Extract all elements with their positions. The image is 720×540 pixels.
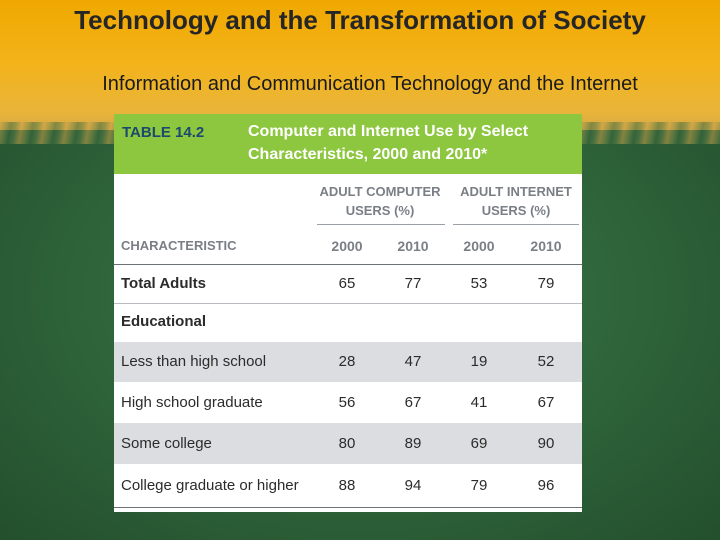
table-cell: 65 bbox=[338, 275, 356, 292]
table-cell: 56 bbox=[338, 394, 356, 411]
data-table: TABLE 14.2 Computer and Internet Use by … bbox=[114, 114, 582, 512]
table-cell: 96 bbox=[537, 477, 555, 494]
slide-title: Technology and the Transformation of Soc… bbox=[74, 5, 646, 35]
table-cell: 41 bbox=[470, 394, 488, 411]
row-label: Total Adults bbox=[121, 275, 206, 292]
table-cell: 19 bbox=[470, 353, 488, 370]
column-group-header-internet: ADULT INTERNET USERS (%) bbox=[460, 184, 572, 218]
table-header-band: TABLE 14.2 Computer and Internet Use by … bbox=[114, 114, 582, 174]
year-header: 2010 bbox=[530, 238, 562, 254]
table-cell: 79 bbox=[470, 477, 488, 494]
table-cell: 47 bbox=[404, 353, 422, 370]
row-label: Less than high school bbox=[121, 353, 267, 370]
table-cell: 67 bbox=[404, 394, 422, 411]
table-row: Less than high school 28 47 19 52 bbox=[114, 342, 582, 382]
characteristic-header: CHARACTERISTIC bbox=[121, 238, 237, 253]
table-row: Some college 80 89 69 90 bbox=[114, 423, 582, 464]
row-divider bbox=[114, 303, 582, 304]
table-number: TABLE 14.2 bbox=[122, 124, 205, 141]
table-cell: 52 bbox=[537, 353, 555, 370]
table-row: College graduate or higher 88 94 79 96 bbox=[114, 464, 582, 506]
row-label: College graduate or higher bbox=[121, 477, 299, 494]
section-label: Educational bbox=[121, 313, 207, 330]
year-header: 2010 bbox=[397, 238, 429, 254]
slide-subtitle: Information and Communication Technology… bbox=[102, 73, 638, 95]
table-cell: 53 bbox=[470, 275, 488, 292]
table-cell: 28 bbox=[338, 353, 356, 370]
table-row-section: Educational bbox=[114, 304, 582, 342]
row-label: High school graduate bbox=[121, 394, 263, 411]
table-cell: 90 bbox=[537, 435, 555, 452]
group-underline-internet bbox=[453, 224, 579, 225]
row-label: Some college bbox=[121, 435, 212, 452]
year-header: 2000 bbox=[463, 238, 495, 254]
table-cell: 77 bbox=[404, 275, 422, 292]
table-cell: 67 bbox=[537, 394, 555, 411]
table-row: Total Adults 65 77 53 79 bbox=[114, 265, 582, 303]
table-cell: 88 bbox=[338, 477, 356, 494]
header-rule bbox=[114, 264, 582, 265]
table-bottom-rule bbox=[114, 507, 582, 508]
table-cell: 80 bbox=[338, 435, 356, 452]
column-group-header-computer: ADULT COMPUTER USERS (%) bbox=[319, 184, 441, 218]
group-underline-computer bbox=[317, 224, 445, 225]
table-caption: Computer and Internet Use by Select Char… bbox=[248, 123, 529, 163]
table-cell: 69 bbox=[470, 435, 488, 452]
table-cell: 94 bbox=[404, 477, 422, 494]
year-header: 2000 bbox=[331, 238, 363, 254]
table-row: High school graduate 56 67 41 67 bbox=[114, 382, 582, 423]
table-cell: 89 bbox=[404, 435, 422, 452]
table-cell: 79 bbox=[537, 275, 555, 292]
